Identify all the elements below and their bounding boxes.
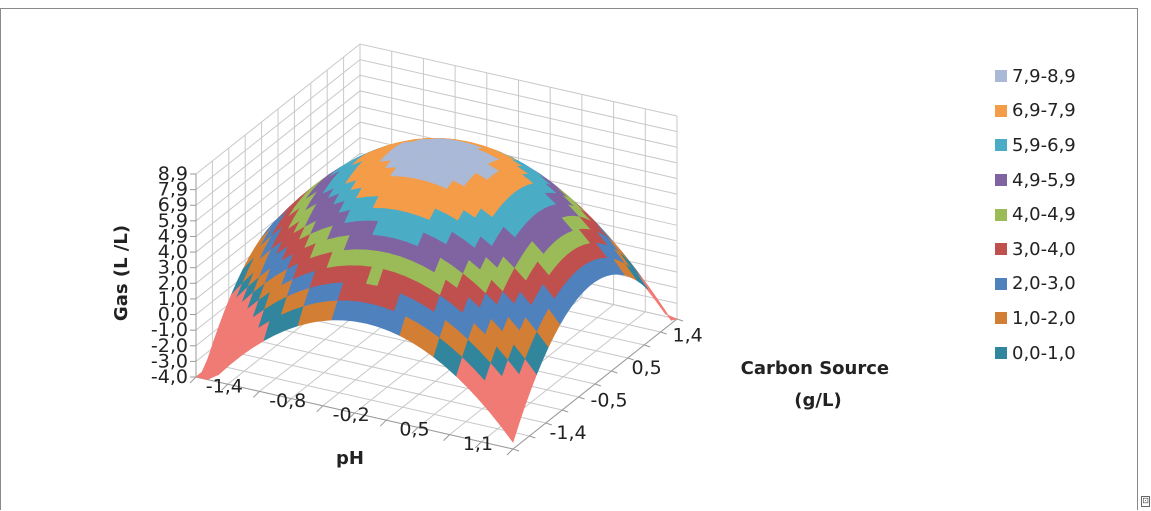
legend-swatch bbox=[995, 209, 1007, 221]
legend-entry: 0,0-1,0 bbox=[995, 336, 1076, 371]
y-tick bbox=[644, 345, 650, 347]
legend-swatch bbox=[995, 347, 1007, 359]
legend-label: 2,0-3,0 bbox=[1012, 273, 1076, 294]
legend-entry: 4,0-4,9 bbox=[995, 197, 1076, 232]
legend-entry: 6,9-7,9 bbox=[995, 94, 1076, 129]
legend-label: 1,0-2,0 bbox=[1012, 308, 1076, 329]
x-tick bbox=[444, 435, 450, 441]
y-tick bbox=[595, 384, 601, 386]
legend-entry: 5,9-6,9 bbox=[995, 128, 1076, 163]
y-tick bbox=[513, 449, 519, 451]
y-axis-title: Carbon Source (g/L) bbox=[741, 358, 896, 411]
legend-label: 4,0-4,9 bbox=[1012, 204, 1076, 225]
y-axis-title-line2: (g/L) bbox=[794, 390, 841, 411]
legend-entry: 3,0-4,0 bbox=[995, 232, 1076, 267]
legend-swatch bbox=[995, 312, 1007, 324]
legend-label: 6,9-7,9 bbox=[1012, 100, 1076, 121]
legend-entry: 4,9-5,9 bbox=[995, 163, 1076, 198]
x-tick bbox=[190, 377, 196, 383]
legend-label: 4,9-5,9 bbox=[1012, 170, 1076, 191]
x-tick-label: 0,5 bbox=[399, 419, 429, 441]
legend-label: 5,9-6,9 bbox=[1012, 135, 1076, 156]
x-tick-label: -0,8 bbox=[269, 390, 306, 412]
y-tick-label: -0,5 bbox=[591, 390, 628, 412]
y-tick bbox=[661, 332, 667, 334]
y-tick bbox=[677, 319, 683, 321]
legend-swatch bbox=[995, 174, 1007, 186]
legend-label: 7,9-8,9 bbox=[1012, 66, 1076, 87]
y-tick bbox=[579, 397, 585, 399]
x-tick bbox=[380, 420, 386, 426]
y-tick bbox=[562, 410, 568, 412]
legend-swatch bbox=[995, 105, 1007, 117]
legend-label: 3,0-4,0 bbox=[1012, 239, 1076, 260]
legend-swatch bbox=[995, 139, 1007, 151]
legend-entry: 7,9-8,9 bbox=[995, 59, 1076, 94]
y-tick-label: -1,4 bbox=[550, 422, 587, 444]
legend-entry: 1,0-2,0 bbox=[995, 301, 1076, 336]
legend: 7,9-8,9 6,9-7,9 5,9-6,9 4,9-5,9 4,0-4,9 3,0-4… bbox=[995, 59, 1076, 370]
resize-corner-icon: ⊡ bbox=[1141, 496, 1150, 507]
x-tick-label: -1,4 bbox=[206, 375, 243, 397]
x-tick bbox=[507, 449, 513, 455]
y-axis-title-line1: Carbon Source bbox=[741, 358, 889, 379]
x-tick bbox=[253, 391, 259, 397]
y-tick-label: 0,5 bbox=[632, 357, 662, 379]
x-tick bbox=[317, 406, 323, 412]
z-axis-title: Gas (L /L) bbox=[111, 225, 132, 321]
legend-swatch bbox=[995, 278, 1007, 290]
legend-swatch bbox=[995, 70, 1007, 82]
y-tick bbox=[529, 436, 535, 438]
surface-plot: 8,97,96,95,94,94,03,02,01,00,0-1,0-2,0-3… bbox=[1, 9, 1137, 511]
z-tick-label: -4,0 bbox=[151, 366, 188, 388]
x-tick-label: 1,1 bbox=[463, 433, 493, 455]
legend-label: 0,0-1,0 bbox=[1012, 343, 1076, 364]
legend-swatch bbox=[995, 243, 1007, 255]
y-tick-label: 1,4 bbox=[673, 325, 703, 347]
x-axis-title: pH bbox=[336, 448, 364, 469]
x-tick-label: -0,2 bbox=[333, 404, 370, 426]
y-tick bbox=[611, 371, 617, 373]
legend-entry: 2,0-3,0 bbox=[995, 267, 1076, 302]
